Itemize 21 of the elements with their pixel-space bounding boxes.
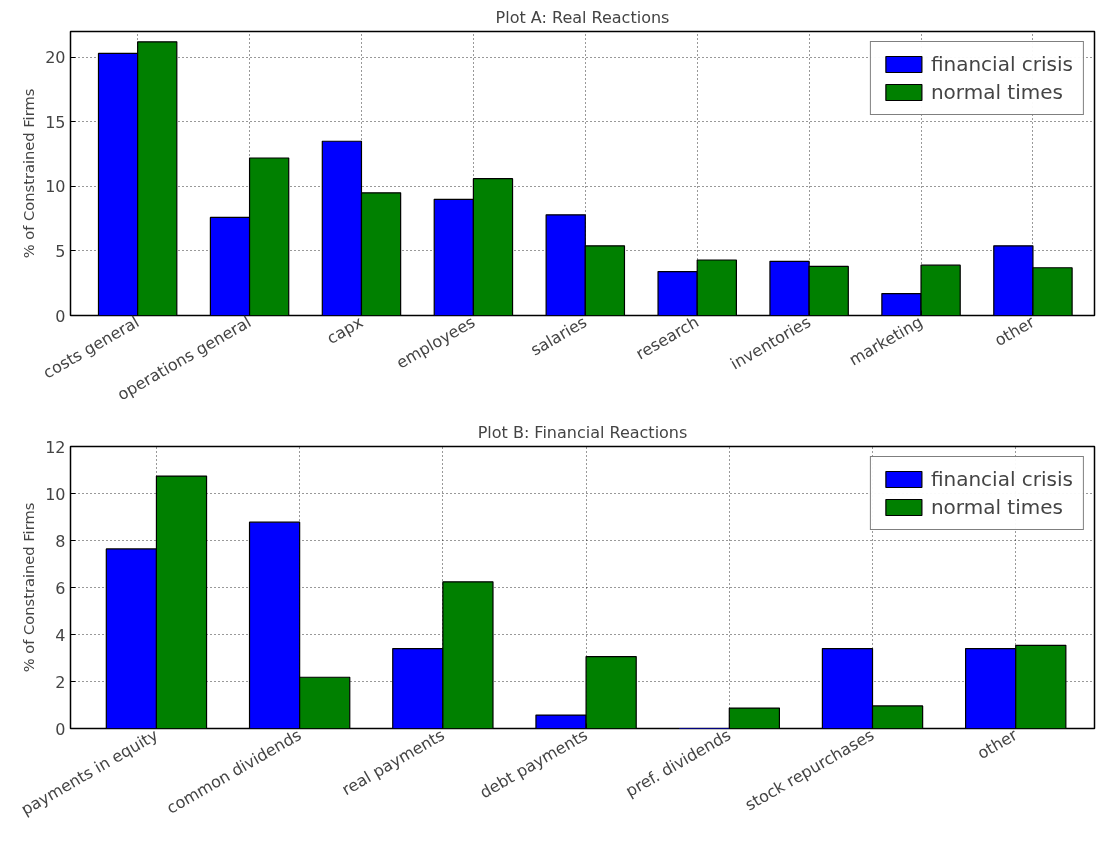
- y-axis-title: % of Constrained Firms: [20, 88, 38, 259]
- y-tick-label: 10: [45, 484, 66, 504]
- y-tick-label: 15: [45, 112, 66, 132]
- y-tick-label: 4: [55, 625, 66, 645]
- legend-label: financial crisis: [930, 467, 1073, 491]
- y-tick-label: 6: [55, 578, 66, 598]
- y-axis-title: % of Constrained Firms: [20, 502, 38, 673]
- x-tick-label: capx: [323, 312, 367, 348]
- y-tick-label: 10: [45, 177, 66, 197]
- legend-label: normal times: [930, 495, 1063, 519]
- legend-label: financial crisis: [930, 52, 1073, 76]
- chart-title: Plot B: Financial Reactions: [477, 422, 688, 442]
- y-tick-label: 2: [55, 672, 66, 692]
- y-tick-label: 20: [45, 48, 66, 68]
- y-tick-label: 8: [55, 531, 66, 551]
- y-tick-label: 12: [45, 437, 66, 457]
- y-tick-label: 0: [55, 719, 66, 739]
- y-tick-label: 5: [55, 241, 66, 261]
- legend-label: normal times: [930, 80, 1063, 104]
- chart-title: Plot A: Real Reactions: [495, 7, 670, 27]
- y-tick-label: 0: [55, 306, 66, 326]
